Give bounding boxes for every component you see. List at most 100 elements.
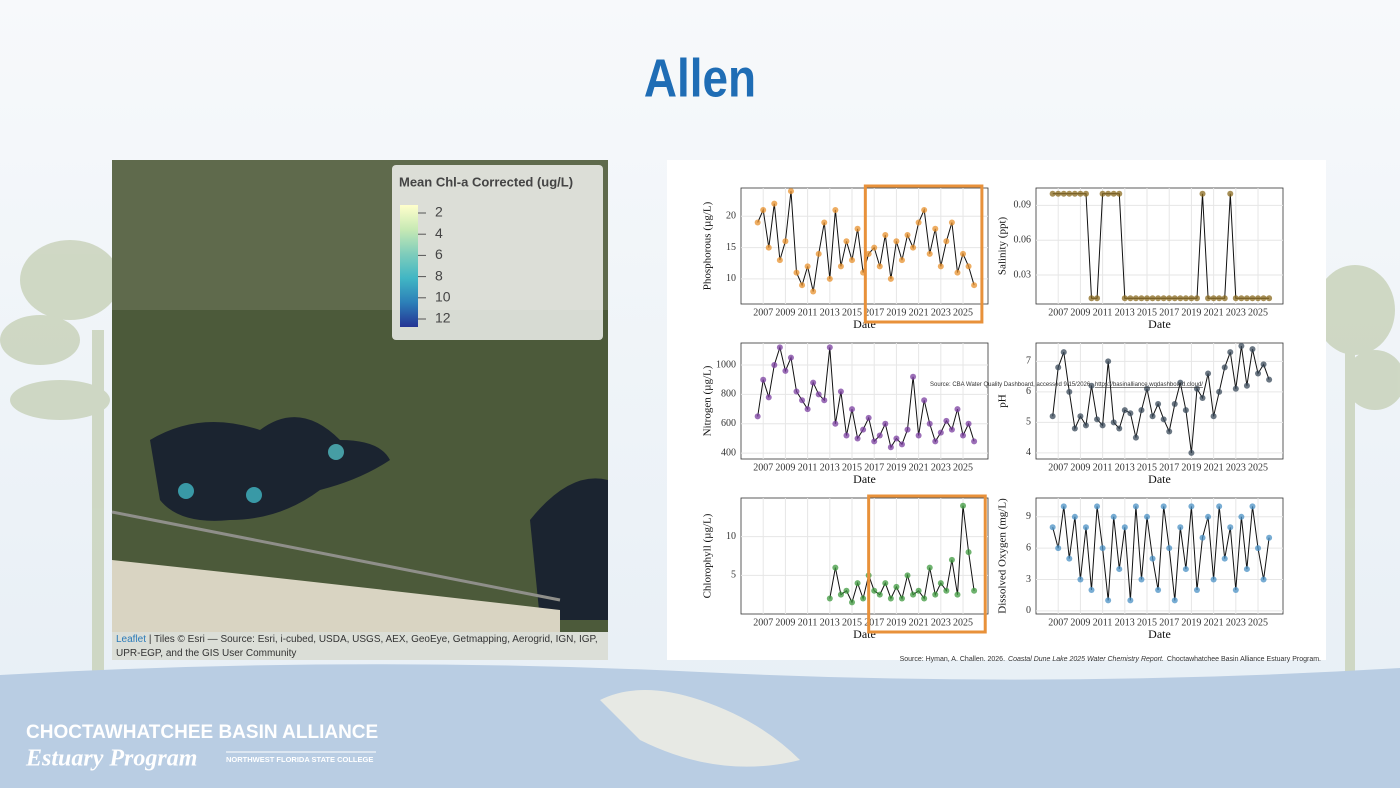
data-point <box>821 219 828 226</box>
data-point <box>1132 434 1139 441</box>
data-point <box>754 219 761 226</box>
data-point <box>1177 524 1184 531</box>
data-point <box>832 564 839 571</box>
data-point <box>1155 586 1162 593</box>
data-point <box>954 591 961 598</box>
data-point <box>1071 425 1078 432</box>
data-point <box>865 414 872 421</box>
data-point <box>1205 513 1212 520</box>
x-tick-label: 2007 <box>753 617 773 628</box>
data-point <box>821 397 828 404</box>
y-axis-label: pH <box>997 394 1009 408</box>
data-point <box>1177 295 1184 302</box>
data-point <box>765 394 772 401</box>
data-point <box>1221 364 1228 371</box>
data-point <box>1121 295 1128 302</box>
data-point <box>799 282 806 289</box>
data-point <box>1088 382 1095 389</box>
y-axis-label: Nitrogen (µg/L) <box>702 365 714 436</box>
x-tick-label: 2021 <box>909 307 929 318</box>
data-point <box>887 444 894 451</box>
data-point <box>1099 190 1106 197</box>
data-point <box>1110 190 1117 197</box>
dashboard-link: https://basinalliance.wqdashboard.cloud/ <box>1095 382 1203 388</box>
x-tick-label: 2007 <box>1048 462 1068 473</box>
x-tick-label: 2009 <box>1070 462 1090 473</box>
y-tick-label: 20 <box>726 211 736 222</box>
data-point <box>971 282 978 289</box>
highlight-box <box>867 494 987 634</box>
plot-area <box>1035 342 1284 460</box>
data-point <box>1221 295 1228 302</box>
data-point <box>1149 295 1156 302</box>
data-point <box>1166 295 1173 302</box>
data-point <box>854 225 861 232</box>
data-point <box>1060 349 1067 356</box>
data-point <box>1127 410 1134 417</box>
data-point <box>1199 190 1206 197</box>
data-point <box>810 288 817 295</box>
series-line <box>1052 346 1270 453</box>
data-point <box>815 250 822 257</box>
data-point <box>1227 190 1234 197</box>
y-tick-label: 0.09 <box>1014 200 1032 211</box>
x-axis-label: Date <box>1148 317 1171 331</box>
x-tick-label: 2015 <box>1137 307 1157 318</box>
x-axis-label: Date <box>1148 472 1171 486</box>
data-point <box>1193 385 1200 392</box>
x-tick-label: 2021 <box>1204 462 1224 473</box>
data-point <box>971 587 978 594</box>
data-point <box>926 250 933 257</box>
x-tick-label: 2023 <box>931 307 951 318</box>
x-tick-label: 2013 <box>820 462 840 473</box>
data-point <box>1144 513 1151 520</box>
data-point <box>826 344 833 351</box>
data-point <box>1060 190 1067 197</box>
data-point <box>1094 503 1101 510</box>
data-point <box>1110 513 1117 520</box>
data-point <box>1121 524 1128 531</box>
map-beach <box>112 560 560 632</box>
map-point <box>246 487 262 503</box>
data-point <box>893 238 900 245</box>
data-point <box>943 587 950 594</box>
x-tick-label: 2021 <box>1204 307 1224 318</box>
series-line <box>1052 506 1270 601</box>
x-tick-label: 2009 <box>1070 307 1090 318</box>
data-point <box>776 344 783 351</box>
data-point <box>1210 576 1217 583</box>
data-point <box>971 438 978 445</box>
data-point <box>1055 190 1062 197</box>
data-point <box>1205 295 1212 302</box>
data-point <box>804 263 811 270</box>
data-point <box>932 438 939 445</box>
y-tick-label: 5 <box>731 570 736 581</box>
data-point <box>1155 401 1162 408</box>
map-road <box>111 510 561 602</box>
data-point <box>904 232 911 239</box>
y-axis-label: Chlorophyll (µg/L) <box>702 513 714 598</box>
data-point <box>1260 576 1267 583</box>
data-point <box>904 426 911 433</box>
leaflet-link[interactable]: Leaflet <box>116 634 147 645</box>
data-point <box>876 591 883 598</box>
slide-title: Allen <box>644 48 756 108</box>
y-tick-label: 10 <box>726 531 736 542</box>
data-point <box>898 595 905 602</box>
data-point <box>1205 370 1212 377</box>
data-point <box>921 397 928 404</box>
data-point <box>1116 425 1123 432</box>
data-point <box>1171 597 1178 604</box>
data-point <box>871 244 878 251</box>
data-point <box>810 379 817 386</box>
data-point <box>1227 524 1234 531</box>
data-point <box>915 219 922 226</box>
data-point <box>937 580 944 587</box>
data-point <box>937 429 944 436</box>
data-point <box>921 206 928 213</box>
x-axis-label: Date <box>853 317 876 331</box>
y-tick-label: 0 <box>1026 605 1031 616</box>
data-point <box>1166 545 1173 552</box>
